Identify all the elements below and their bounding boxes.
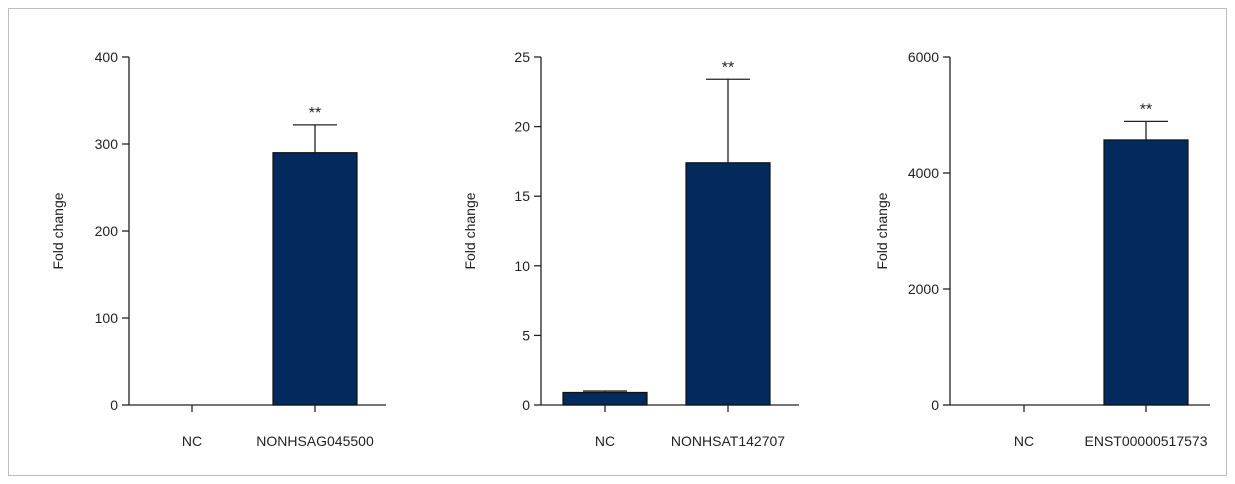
significance-marker: ** bbox=[1140, 101, 1152, 118]
y-tick-label: 25 bbox=[514, 49, 530, 65]
x-tick-label: NC bbox=[182, 433, 202, 449]
chart-panel-1: 0 100 200 300 400 Fold change NC ** NONHSAG04550… bbox=[50, 49, 386, 449]
y-tick-label: 300 bbox=[95, 136, 119, 152]
y-tick-label: 100 bbox=[95, 310, 119, 326]
chart-panel-2: 0 5 10 15 20 25 Fold change NC ** NONHSAT142707 bbox=[462, 49, 799, 449]
y-tick-label: 0 bbox=[110, 397, 118, 413]
y-tick-label: 5 bbox=[522, 327, 530, 343]
x-tick-label: NONHSAG045500 bbox=[256, 433, 374, 449]
significance-marker: ** bbox=[309, 105, 321, 122]
y-axis-title: Fold change bbox=[462, 192, 478, 269]
y-axis-title: Fold change bbox=[50, 192, 66, 269]
bar bbox=[272, 152, 358, 406]
y-tick-label: 4000 bbox=[908, 165, 939, 181]
y-tick-label: 15 bbox=[514, 188, 530, 204]
x-tick-label: NC bbox=[595, 433, 615, 449]
y-tick-label: 200 bbox=[95, 223, 119, 239]
y-tick-label: 20 bbox=[514, 119, 530, 135]
bar bbox=[562, 391, 648, 406]
significance-marker: ** bbox=[722, 59, 734, 76]
y-tick-label: 0 bbox=[522, 397, 530, 413]
x-tick-label: ENST00000517573 bbox=[1085, 433, 1208, 449]
x-tick-label: NONHSAT142707 bbox=[671, 433, 785, 449]
bar bbox=[1103, 139, 1189, 406]
y-tick-label: 400 bbox=[95, 49, 119, 65]
y-tick-label: 0 bbox=[931, 397, 939, 413]
y-tick-label: 6000 bbox=[908, 49, 939, 65]
y-axis-title: Fold change bbox=[874, 192, 890, 269]
x-tick-label: NC bbox=[1014, 433, 1034, 449]
bar bbox=[685, 162, 771, 406]
chart-panel-3: 0 2000 4000 6000 Fold change NC ** ENST00000517… bbox=[874, 49, 1210, 449]
y-tick-label: 10 bbox=[514, 258, 530, 274]
y-tick-label: 2000 bbox=[908, 281, 939, 297]
